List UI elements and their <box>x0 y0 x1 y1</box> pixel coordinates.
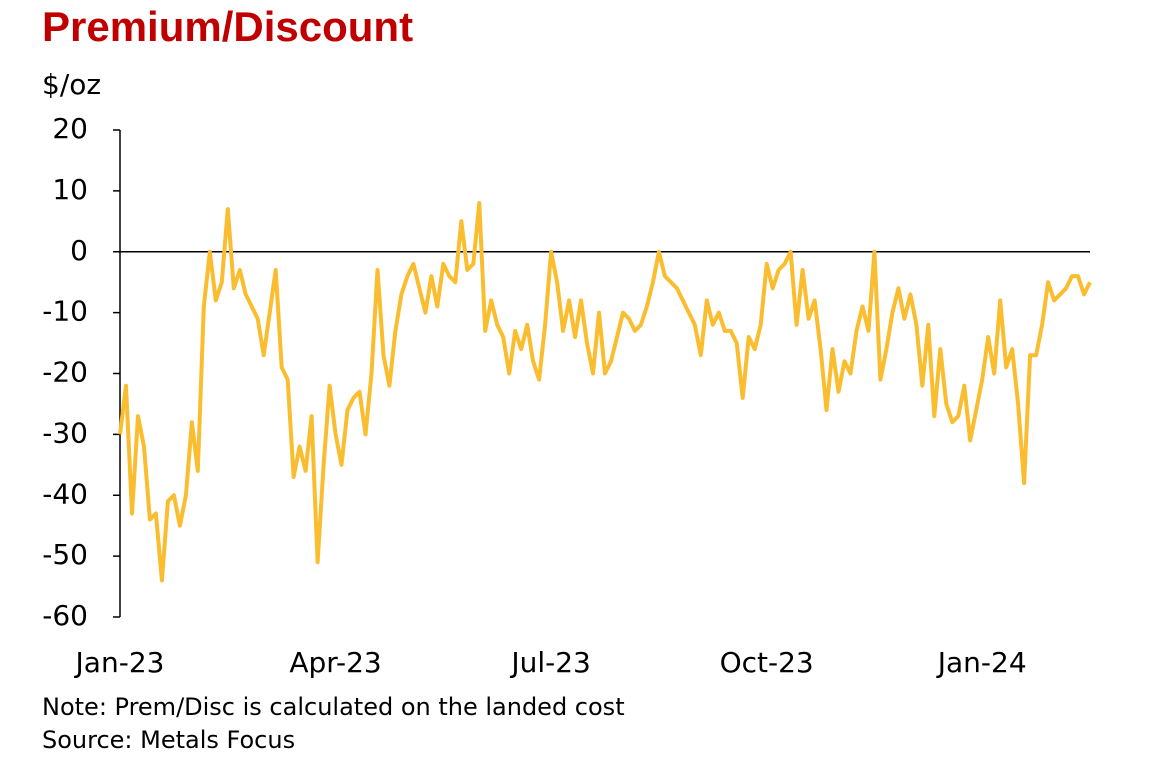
y-tick-label: -60 <box>42 599 88 632</box>
x-tick-label: Jan-23 <box>74 646 165 679</box>
y-tick-label: -40 <box>42 477 88 510</box>
y-tick-label: -50 <box>42 538 88 571</box>
y-tick-label: 0 <box>70 234 88 267</box>
source: Source: Metals Focus <box>42 726 295 754</box>
y-tick-label: -30 <box>42 416 88 449</box>
x-tick-label: Apr-23 <box>289 646 381 679</box>
y-tick-label: -20 <box>42 356 88 389</box>
x-tick-label: Jul-23 <box>509 646 591 679</box>
note: Note: Prem/Disc is calculated on the lan… <box>42 693 625 721</box>
y-tick-label: -10 <box>42 295 88 328</box>
x-tick-label: Jan-24 <box>936 646 1027 679</box>
y-tick-label: 20 <box>52 112 88 145</box>
x-tick-label: Oct-23 <box>720 646 814 679</box>
y-axis-label: $/oz <box>42 68 101 101</box>
y-tick-label: 10 <box>52 173 88 206</box>
line-series <box>118 201 1092 583</box>
chart-title: Premium/Discount <box>42 3 413 50</box>
